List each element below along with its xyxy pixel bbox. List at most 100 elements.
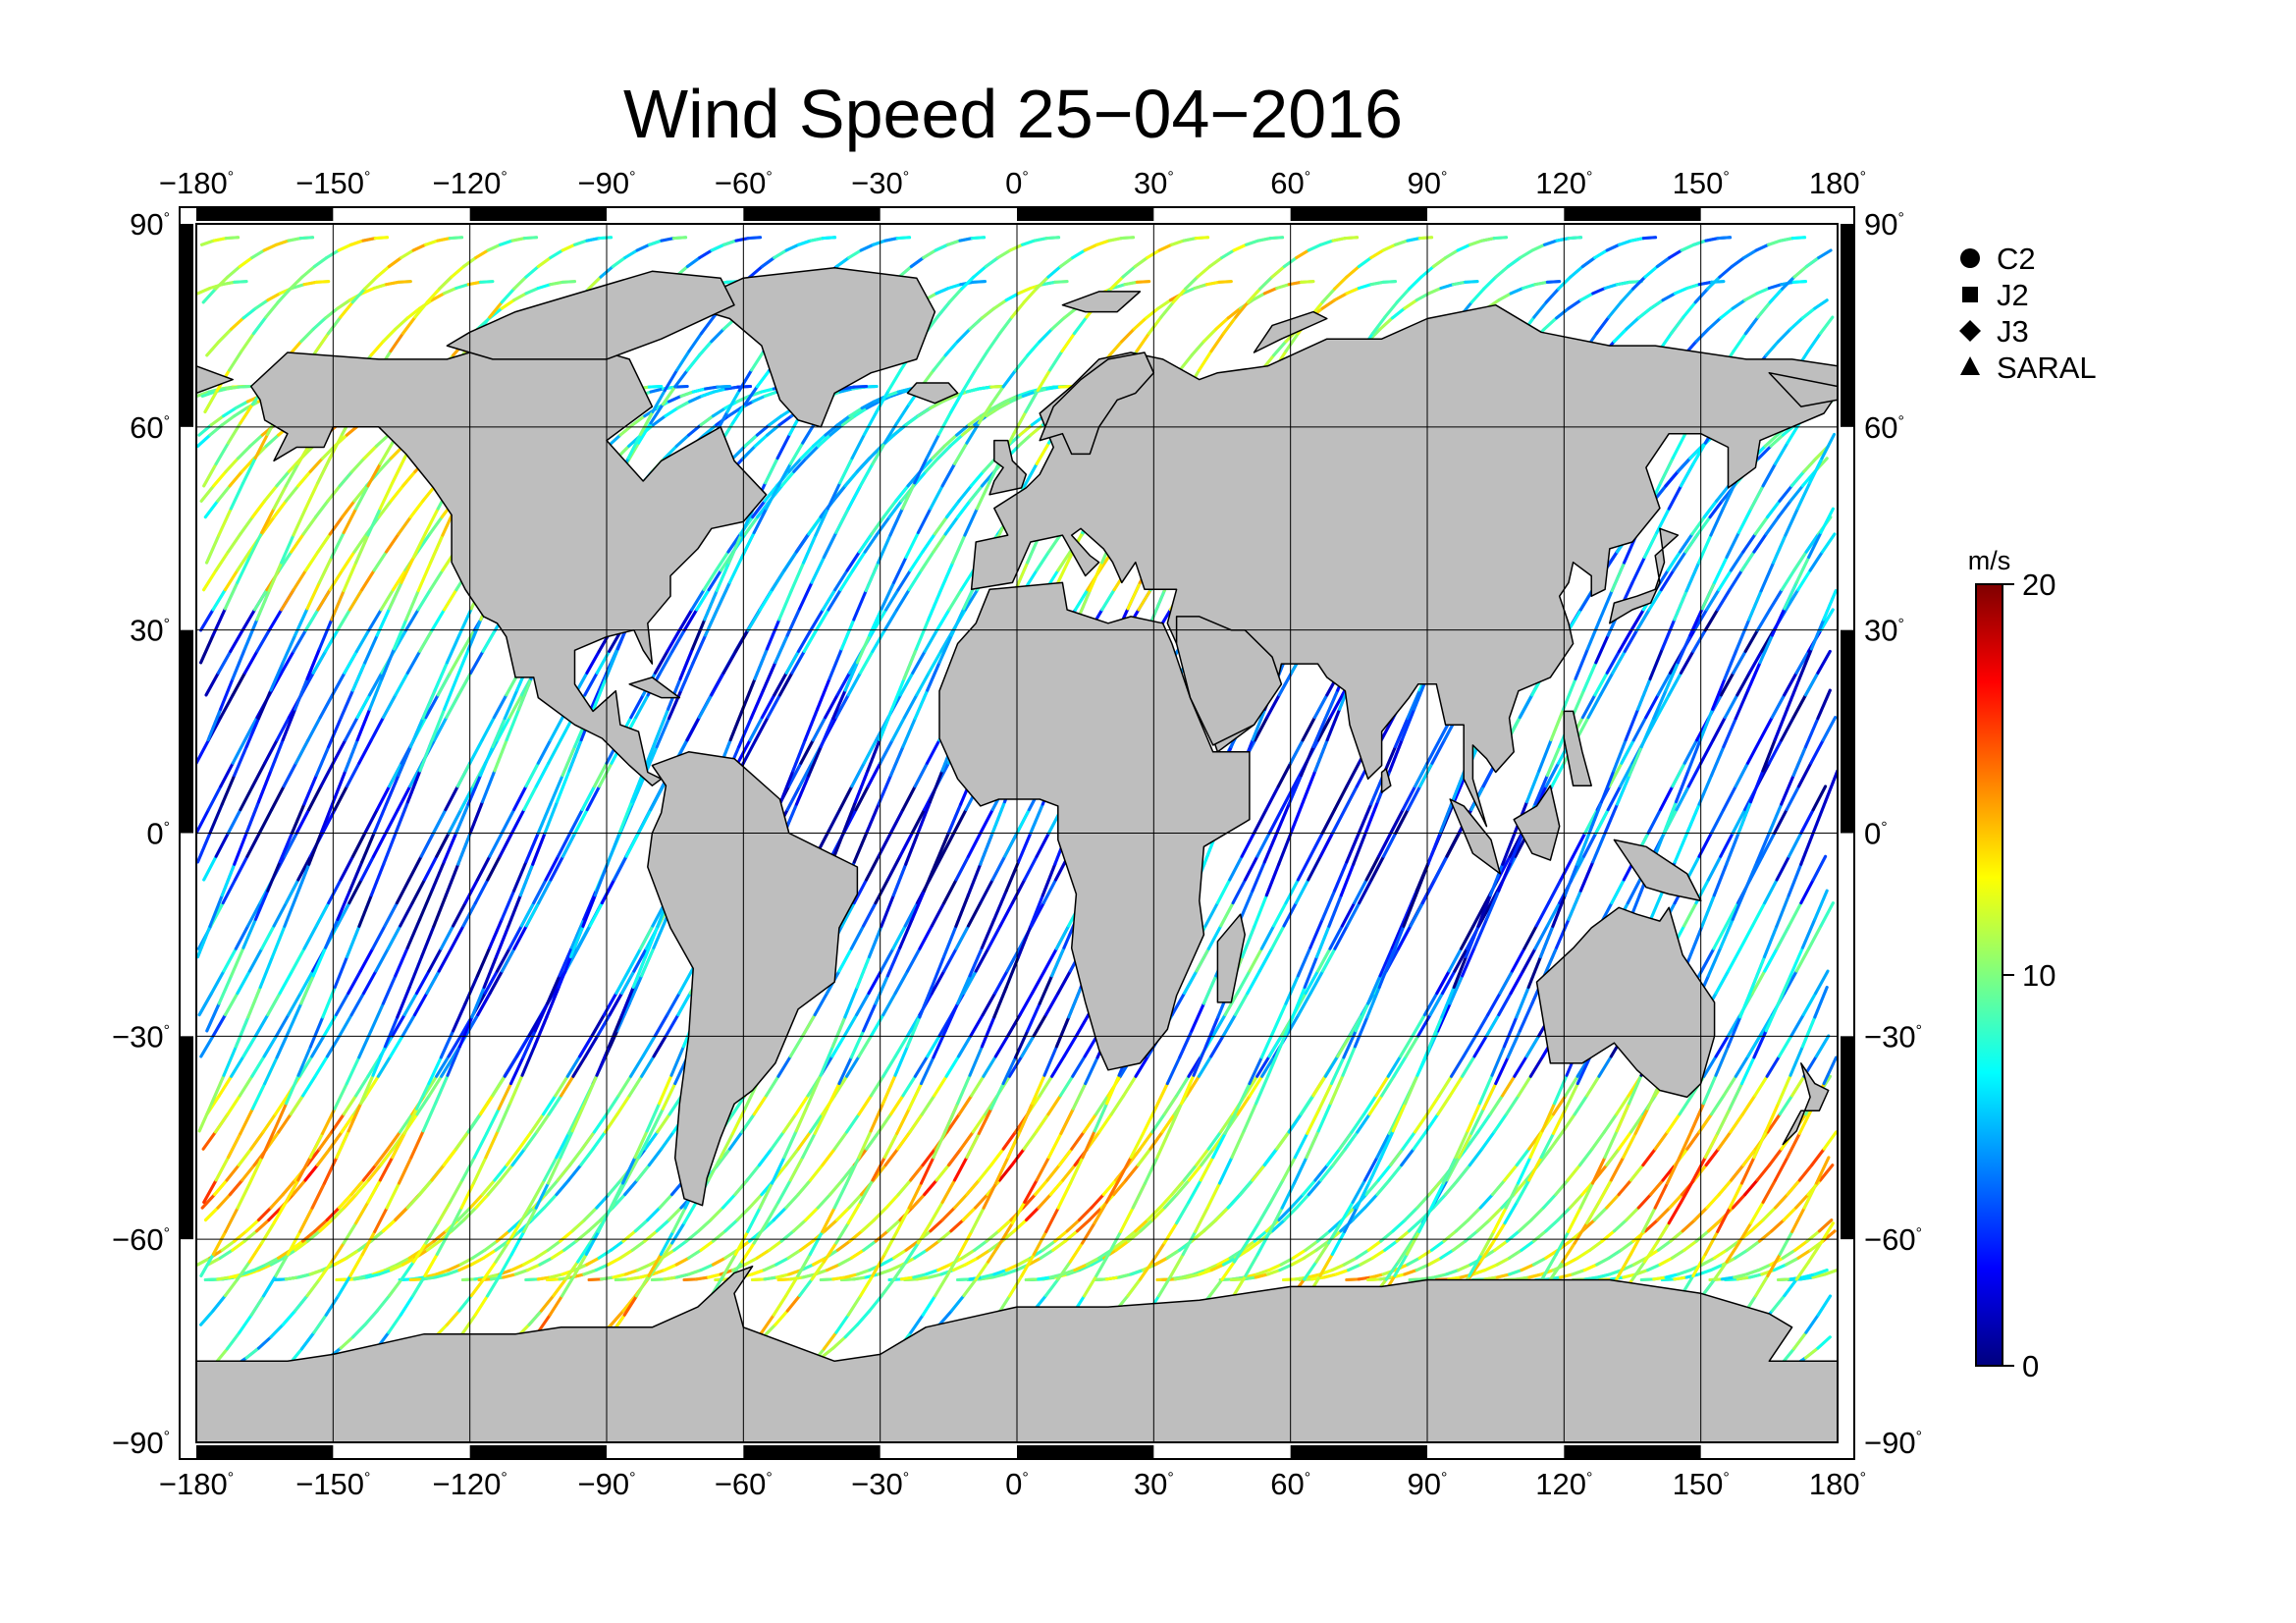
track-segment bbox=[468, 1193, 484, 1210]
track-segment bbox=[1408, 1277, 1423, 1281]
track-segment bbox=[459, 784, 475, 812]
track-segment bbox=[285, 878, 300, 905]
track-segment bbox=[699, 1263, 715, 1272]
track-segment bbox=[280, 649, 295, 675]
track-segment bbox=[598, 761, 614, 788]
track-segment bbox=[471, 1248, 487, 1260]
track-segment bbox=[396, 1256, 411, 1267]
track-segment bbox=[748, 716, 764, 742]
track-segment bbox=[614, 969, 630, 996]
track-segment bbox=[845, 1112, 861, 1134]
track-segment bbox=[1731, 1193, 1747, 1210]
track-segment bbox=[659, 649, 674, 675]
track-segment bbox=[666, 992, 681, 1017]
track-segment bbox=[990, 854, 1007, 882]
track-segment bbox=[592, 1112, 609, 1134]
track-segment bbox=[982, 457, 997, 473]
track-segment bbox=[347, 878, 363, 905]
track-segment bbox=[294, 738, 310, 765]
track-segment bbox=[458, 1256, 474, 1267]
track-segment bbox=[549, 854, 564, 882]
track-segment bbox=[386, 924, 402, 950]
track-segment bbox=[911, 649, 927, 675]
track-segment bbox=[354, 1178, 370, 1197]
track-segment bbox=[379, 588, 395, 612]
track-segment bbox=[343, 649, 358, 675]
track-segment bbox=[832, 1130, 849, 1151]
track-segment bbox=[269, 1256, 286, 1267]
track-segment bbox=[1714, 1034, 1730, 1058]
track-segment bbox=[1753, 1074, 1769, 1098]
track-segment bbox=[1592, 1206, 1609, 1222]
track-segment bbox=[392, 568, 407, 592]
track-segment bbox=[674, 1272, 691, 1279]
track-segment bbox=[275, 1013, 291, 1038]
track-segment bbox=[1768, 1147, 1784, 1167]
track-segment bbox=[292, 1178, 307, 1197]
track-segment bbox=[405, 649, 422, 675]
track-segment bbox=[1641, 1147, 1657, 1167]
track-segment bbox=[364, 1074, 380, 1098]
track-segment bbox=[1811, 1272, 1827, 1279]
track-segment bbox=[931, 444, 946, 460]
track-segment bbox=[957, 484, 973, 503]
track-segment bbox=[433, 716, 449, 742]
track-segment bbox=[647, 385, 664, 389]
track-segment bbox=[804, 444, 820, 460]
track-segment bbox=[473, 878, 490, 905]
track-segment bbox=[967, 901, 983, 928]
track-segment bbox=[675, 400, 692, 410]
track-segment bbox=[549, 1272, 564, 1279]
track-segment bbox=[501, 947, 516, 973]
track-segment bbox=[817, 433, 832, 448]
track-segment bbox=[582, 1206, 599, 1222]
track-segment bbox=[505, 1147, 521, 1167]
track-segment bbox=[476, 992, 492, 1017]
track-segment bbox=[797, 628, 813, 653]
track-segment bbox=[357, 738, 373, 765]
track-segment bbox=[244, 1269, 261, 1276]
track-segment bbox=[369, 716, 385, 742]
track-segment bbox=[211, 1013, 227, 1038]
track-segment bbox=[1702, 1055, 1718, 1078]
track-segment bbox=[243, 716, 259, 742]
track-segment bbox=[1735, 1275, 1751, 1281]
track-segment bbox=[221, 878, 237, 905]
track-segment bbox=[343, 1193, 358, 1210]
track-segment bbox=[359, 854, 375, 882]
track-segment bbox=[443, 588, 458, 612]
track-segment bbox=[629, 1055, 645, 1078]
track-segment bbox=[942, 947, 958, 973]
track-segment bbox=[1789, 1013, 1805, 1038]
track-segment bbox=[272, 1277, 288, 1281]
track-segment bbox=[267, 1206, 283, 1222]
track-segment bbox=[510, 808, 526, 835]
track-segment bbox=[792, 457, 808, 473]
track-segment bbox=[959, 568, 976, 592]
track-segment bbox=[826, 808, 841, 835]
track-segment bbox=[1483, 1275, 1499, 1281]
track-segment bbox=[483, 1239, 499, 1252]
track-segment bbox=[850, 761, 866, 788]
track-segment bbox=[547, 738, 562, 765]
track-segment bbox=[257, 1263, 273, 1272]
track-segment bbox=[340, 1112, 355, 1134]
track-segment bbox=[1745, 1239, 1761, 1252]
track-segment bbox=[590, 1013, 606, 1038]
track-segment bbox=[536, 1275, 553, 1281]
track-segment bbox=[544, 1178, 560, 1197]
track-segment bbox=[835, 671, 851, 697]
track-segment bbox=[585, 1256, 601, 1267]
track-segment bbox=[335, 901, 351, 928]
track-segment bbox=[1740, 1094, 1757, 1116]
track-segment bbox=[583, 671, 599, 697]
track-segment bbox=[1643, 1218, 1660, 1233]
track-segment bbox=[893, 1034, 909, 1058]
track-segment bbox=[939, 832, 956, 858]
track-segment bbox=[840, 901, 856, 928]
track-segment bbox=[694, 1275, 711, 1281]
track-segment bbox=[884, 588, 900, 612]
track-segment bbox=[328, 568, 345, 592]
track-segment bbox=[991, 400, 1007, 410]
track-segment bbox=[595, 649, 612, 675]
